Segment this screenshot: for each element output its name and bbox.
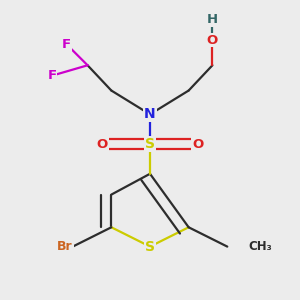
Text: O: O bbox=[207, 34, 218, 46]
Text: Br: Br bbox=[57, 240, 73, 253]
Text: O: O bbox=[192, 138, 203, 151]
Text: H: H bbox=[207, 13, 218, 26]
Text: S: S bbox=[145, 240, 155, 254]
Text: O: O bbox=[97, 138, 108, 151]
Text: N: N bbox=[144, 107, 156, 121]
Text: F: F bbox=[47, 69, 56, 82]
Text: F: F bbox=[62, 38, 71, 51]
Text: CH₃: CH₃ bbox=[248, 240, 272, 253]
Text: S: S bbox=[145, 137, 155, 151]
